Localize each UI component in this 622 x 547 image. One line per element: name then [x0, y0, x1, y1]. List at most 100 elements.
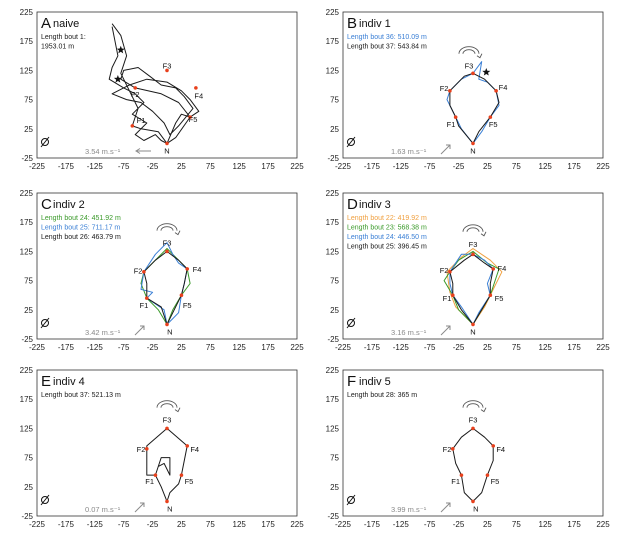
x-tick-label: 225 [596, 343, 610, 352]
y-tick-label: 175 [20, 218, 34, 227]
flower-marker [165, 68, 169, 73]
route-line-blue [140, 242, 188, 325]
flower-marker [488, 293, 493, 298]
flower-marker [165, 249, 169, 254]
rotation-arrow-outer [458, 46, 480, 54]
flower-marker [471, 499, 475, 504]
flower-marker [485, 473, 490, 477]
y-tick-label: 125 [326, 424, 340, 433]
panel-letter: B [347, 15, 357, 32]
bout-length-label: 1953.01 m [41, 44, 74, 51]
y-tick-label: -25 [21, 512, 33, 521]
x-tick-label: -175 [364, 162, 381, 171]
panel-title: indiv 2 [53, 199, 85, 211]
rotation-arrow-inner [466, 227, 480, 232]
x-tick-label: 75 [512, 520, 521, 529]
y-tick-label: 25 [330, 306, 339, 315]
x-tick-label: -75 [118, 162, 130, 171]
x-tick-label: 75 [206, 520, 215, 529]
bout-length-label: Length bout 24: 446.50 m [347, 234, 427, 241]
flower-label: N [470, 146, 475, 155]
y-tick-label: 125 [20, 424, 34, 433]
x-tick-label: -25 [147, 162, 159, 171]
flower-marker [471, 426, 475, 431]
wind-speed-label: 0.07 m.s⁻¹ [85, 505, 121, 514]
x-tick-label: 225 [290, 162, 304, 171]
star-marker [113, 75, 122, 83]
wind-arrow-head [140, 325, 145, 330]
y-tick-label: 125 [326, 247, 340, 256]
x-tick-label: 225 [596, 162, 610, 171]
x-tick-label: -75 [424, 520, 436, 529]
flower-label: F3 [469, 416, 478, 425]
rotation-arrow-outer [462, 224, 484, 232]
rotation-arrow-outer [462, 400, 484, 408]
wind-arrow-head [135, 148, 141, 154]
y-tick-label: -25 [21, 154, 33, 163]
flower-label: F3 [469, 240, 478, 249]
x-tick-label: -175 [58, 343, 75, 352]
rotation-arrow-head [174, 230, 181, 236]
flower-label: F4 [496, 445, 505, 454]
flower-label: F2 [443, 445, 452, 454]
x-tick-label: -175 [58, 162, 75, 171]
compass-icon [41, 496, 49, 504]
flower-marker [448, 270, 452, 274]
rotation-arrow-head [480, 231, 487, 237]
y-tick-label: 25 [330, 483, 339, 492]
wind-arrow-head [446, 502, 451, 507]
panel-letter: A [41, 15, 51, 32]
y-tick-label: 125 [20, 66, 34, 75]
x-tick-label: -125 [87, 343, 104, 352]
flower-label: N [473, 504, 478, 513]
x-tick-label: -225 [29, 520, 46, 529]
y-tick-label: 75 [330, 96, 339, 105]
flower-label: F2 [137, 445, 146, 454]
compass-icon [41, 138, 49, 146]
flower-label: F1 [140, 301, 149, 310]
x-tick-label: -75 [424, 343, 436, 352]
flower-label: F5 [491, 477, 500, 486]
bout-length-label: Length bout 36: 510.09 m [347, 34, 427, 41]
compass-needle [40, 317, 50, 329]
y-tick-label: 175 [326, 37, 340, 46]
bout-length-label: Length bout 25: 711.17 m [41, 225, 120, 232]
bout-length-label: Length bout 28: 365 m [347, 392, 417, 399]
x-tick-label: -225 [335, 343, 352, 352]
x-tick-label: -125 [393, 343, 410, 352]
bout-length-label: Length bout 37: 521.13 m [41, 392, 121, 399]
rotation-arrow-outer [156, 223, 178, 231]
flower-label: F3 [163, 62, 172, 71]
y-tick-label: -25 [327, 154, 339, 163]
x-tick-label: 225 [290, 343, 304, 352]
x-tick-label: -75 [118, 520, 130, 529]
x-tick-label: -175 [58, 520, 75, 529]
wind-arrow-head [446, 325, 451, 330]
y-tick-label: 125 [326, 66, 340, 75]
bout-length-label: Length bout 22: 419.92 m [347, 215, 427, 222]
flower-marker [488, 115, 493, 119]
panel-letter: D [347, 196, 358, 213]
panel-title: indiv 1 [359, 18, 391, 30]
plot-frame [342, 11, 604, 159]
rotation-arrow-head [480, 407, 487, 413]
flower-label: N [167, 504, 172, 513]
panel-title: naive [53, 18, 79, 30]
flower-marker [471, 252, 475, 257]
x-tick-label: -225 [29, 162, 46, 171]
flower-label: F4 [194, 92, 203, 101]
star-marker [482, 68, 491, 76]
rotation-arrow-inner [462, 49, 476, 54]
wind-speed-label: 3.42 m.s⁻¹ [85, 328, 121, 337]
flower-label: F5 [489, 120, 498, 129]
flower-marker [491, 444, 496, 448]
x-tick-label: 125 [233, 162, 247, 171]
x-tick-label: 75 [512, 162, 521, 171]
x-tick-label: 175 [261, 162, 275, 171]
x-tick-label: -225 [29, 343, 46, 352]
flower-marker [144, 447, 149, 451]
route-line-green [140, 248, 191, 325]
